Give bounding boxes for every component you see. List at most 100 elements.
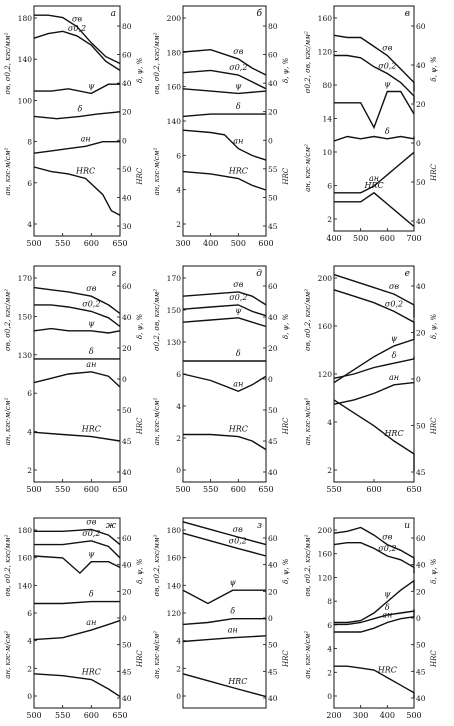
series-label: ψ: [384, 590, 391, 599]
series-line: [33, 286, 121, 315]
left-axis-label: aн, кгс·м/см²: [304, 397, 312, 445]
series-label: δ: [392, 351, 397, 360]
left-tick-label: 2: [176, 434, 181, 443]
right-tick-label: 60: [122, 51, 132, 60]
panel-frame: [182, 517, 267, 709]
x-tick-label: 550: [326, 485, 341, 494]
x-tick-label: 600: [231, 485, 246, 494]
series-line: [33, 555, 121, 575]
right-tick-label: 45: [268, 222, 278, 231]
panel-letter: а: [111, 9, 116, 19]
x-tick-label: 650: [112, 239, 127, 248]
left-tick-label: 4: [27, 220, 32, 229]
series-label: HRC: [228, 167, 248, 176]
right-tick-label: 20: [416, 100, 426, 109]
right-axis-label: HRC: [282, 417, 290, 435]
series-line: [33, 673, 121, 698]
left-tick-label: 140: [167, 581, 182, 590]
panel-frame: [182, 5, 267, 237]
series-line: [33, 166, 121, 216]
right-tick-label: 20: [122, 344, 132, 353]
right-tick-label: 40: [122, 193, 132, 202]
left-tick-label: 200: [318, 274, 333, 283]
series-label: ψ: [88, 319, 95, 328]
series-label: δ: [236, 349, 241, 358]
left-axis-label: aн, кгс·м/см²: [4, 397, 12, 445]
series-line: [182, 304, 267, 317]
right-tick-label: 60: [122, 282, 132, 291]
right-tick-label: 40: [416, 217, 426, 226]
right-axis-label: δ, ψ, %: [430, 56, 438, 82]
series-line: [182, 69, 267, 90]
series-line: [33, 371, 121, 388]
series-line: [34, 304, 121, 328]
x-tick-label: 550: [55, 711, 70, 720]
panel-frame: [33, 5, 121, 237]
series-label: σ0,2: [82, 529, 100, 538]
series-label: σ0,2: [82, 299, 100, 308]
right-tick-label: 30: [122, 222, 132, 231]
left-axis-label: σв, σ0,2, кгс/мм²: [4, 32, 12, 94]
series-line: [33, 619, 121, 641]
right-tick-label: 45: [268, 437, 278, 446]
left-tick-label: 130: [167, 338, 182, 347]
series-line: [182, 170, 267, 191]
panel-letter: е: [405, 269, 410, 279]
right-tick-label: 60: [268, 51, 278, 60]
right-tick-label: 40: [122, 561, 132, 570]
left-axis-label: σв, σ0,2, кгс/мм²: [153, 32, 161, 94]
left-tick-label: 140: [18, 55, 33, 64]
series-label: ψ: [235, 81, 242, 90]
series-label: σ0,2: [378, 62, 396, 71]
left-tick-label: 4: [176, 186, 181, 195]
series-line: [333, 135, 415, 142]
left-tick-label: 10: [322, 148, 332, 157]
right-tick-label: 0: [416, 375, 421, 384]
right-axis-label: HRC: [136, 650, 144, 668]
right-tick-label: 60: [268, 534, 278, 543]
x-tick-label: 500: [406, 711, 421, 720]
panel-letter: б: [257, 8, 263, 19]
series-label: ψ: [384, 80, 391, 89]
left-tick-label: 4: [327, 645, 332, 654]
x-tick-label: 400: [326, 234, 341, 243]
left-tick-label: 100: [18, 96, 33, 105]
right-tick-label: 40: [416, 694, 426, 703]
series-line: [34, 600, 120, 605]
left-tick-label: 4: [176, 637, 181, 646]
left-tick-label: 0: [176, 692, 181, 701]
x-tick-label: 550: [55, 485, 70, 494]
right-axis-label: HRC: [430, 417, 438, 435]
series-line: [333, 526, 415, 566]
series-label: aн: [228, 626, 238, 635]
left-axis-label: aн, кгс·м/см²: [4, 148, 12, 196]
series-line: [182, 291, 267, 306]
series-line: [333, 399, 415, 472]
right-axis-label: δ, ψ, %: [282, 314, 290, 340]
x-tick-label: 550: [55, 239, 70, 248]
right-axis-label: δ, ψ, %: [430, 314, 438, 340]
series-line: [334, 665, 415, 699]
left-tick-label: 160: [167, 83, 182, 92]
left-tick-label: 180: [167, 526, 182, 535]
panel-letter: г: [111, 269, 116, 279]
left-tick-label: 160: [318, 550, 333, 559]
right-tick-label: 50: [416, 641, 426, 650]
x-tick-label: 650: [112, 485, 127, 494]
series-line: [334, 609, 415, 626]
right-axis-label: δ, ψ, %: [282, 57, 290, 83]
right-tick-label: 40: [268, 468, 278, 477]
right-tick-label: 50: [122, 406, 132, 415]
right-tick-label: 60: [416, 22, 426, 31]
series-label: HRC: [383, 429, 403, 438]
series-line: [334, 191, 415, 228]
series-line: [334, 90, 415, 130]
series-line: [333, 273, 415, 318]
left-tick-label: 120: [318, 48, 333, 57]
left-axis-label: aн, кгс·м/см²: [304, 631, 312, 679]
left-tick-label: 170: [167, 274, 182, 283]
right-tick-label: 40: [416, 282, 426, 291]
series-label: ψ: [391, 334, 398, 343]
x-tick-label: 500: [175, 485, 190, 494]
